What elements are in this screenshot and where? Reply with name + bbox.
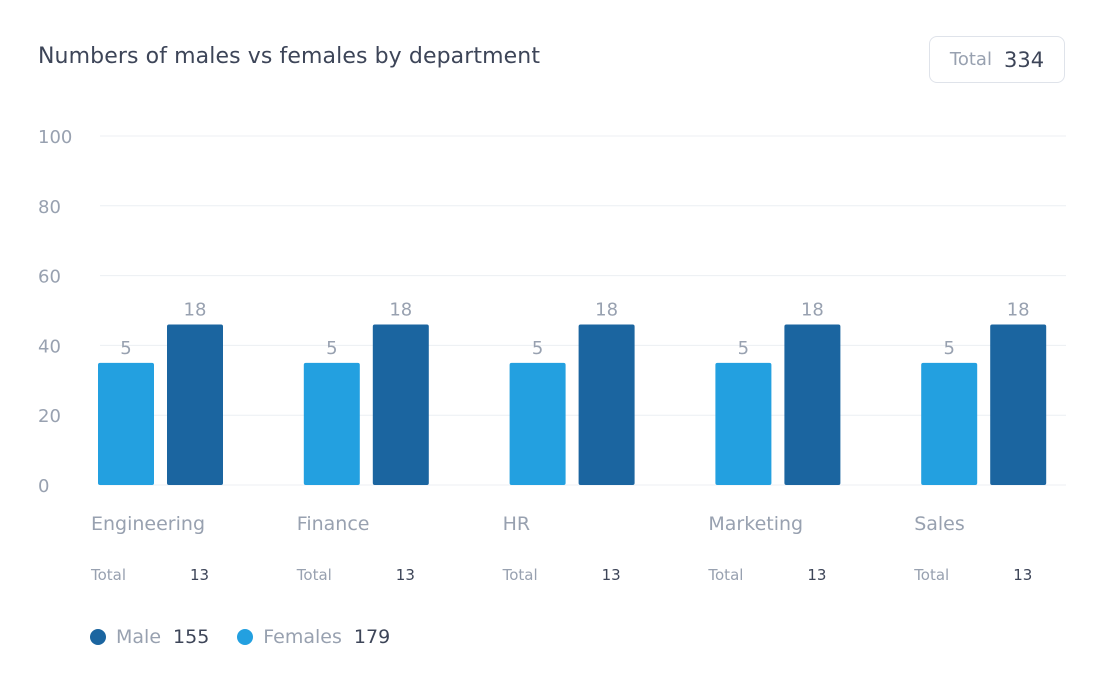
bar-male [167,324,223,485]
bar-data-label: 5 [120,338,131,359]
y-tick-label: 40 [38,336,61,357]
category-total-value: 13 [396,566,415,584]
x-category-label: Finance [297,513,370,535]
bar-data-label: 18 [801,299,824,320]
bar-data-label: 5 [943,338,954,359]
bar-females [715,362,772,485]
bar-data-label: 18 [595,299,618,320]
bar-male [990,324,1047,485]
category-total-label: Total [502,566,538,584]
legend-dot-females [237,629,254,645]
total-badge-value: 334 [1003,47,1045,72]
x-category-label: Sales [914,513,965,535]
category-total-label: Total [913,566,949,584]
chart-legend: Male 155 Females 179 [90,626,418,648]
x-category-label: Marketing [708,513,803,535]
chart-title: Numbers of males vs females by departmen… [38,44,541,69]
x-category-label: HR [503,513,530,535]
bar-data-label: 18 [1007,299,1030,320]
legend-label-male: Male [116,626,162,648]
legend-item-females[interactable]: Females 179 [237,626,390,648]
bar-data-label: 18 [184,299,207,320]
category-total-value: 13 [190,566,209,584]
category-total-value: 13 [1013,566,1032,584]
category-total-value: 13 [807,566,826,584]
bar-data-label: 5 [326,338,337,359]
total-badge-label: Total [949,49,992,70]
y-tick-label: 100 [38,127,72,148]
bar-male [372,324,429,485]
bar-data-label: 18 [389,299,412,320]
legend-item-male[interactable]: Male 155 [90,626,209,648]
bar-male [784,324,841,485]
bar-females [509,362,566,485]
bar-females [98,362,154,485]
bar-data-label: 5 [532,338,543,359]
category-total-value: 13 [602,566,621,584]
y-tick-label: 20 [38,406,61,427]
bar-females [921,362,978,485]
legend-value-male: 155 [173,626,210,648]
total-badge: Total 334 [929,36,1065,83]
y-tick-label: 0 [38,476,49,497]
bar-females [303,362,360,485]
legend-dot-male [90,629,106,645]
category-total-label: Total [90,566,126,584]
y-tick-label: 80 [38,197,61,218]
legend-label-females: Females [263,626,342,648]
category-total-label: Total [296,566,332,584]
legend-value-females: 179 [353,626,391,648]
bar-data-label: 5 [738,338,749,359]
bar-male [578,324,635,485]
bar-chart: 0 20 40 60 80 100 5 18 Engineering Total 13 5 18 Fina… [38,127,1066,584]
y-tick-label: 60 [38,267,61,288]
category-total-label: Total [707,566,743,584]
x-category-label: Engineering [91,513,205,535]
